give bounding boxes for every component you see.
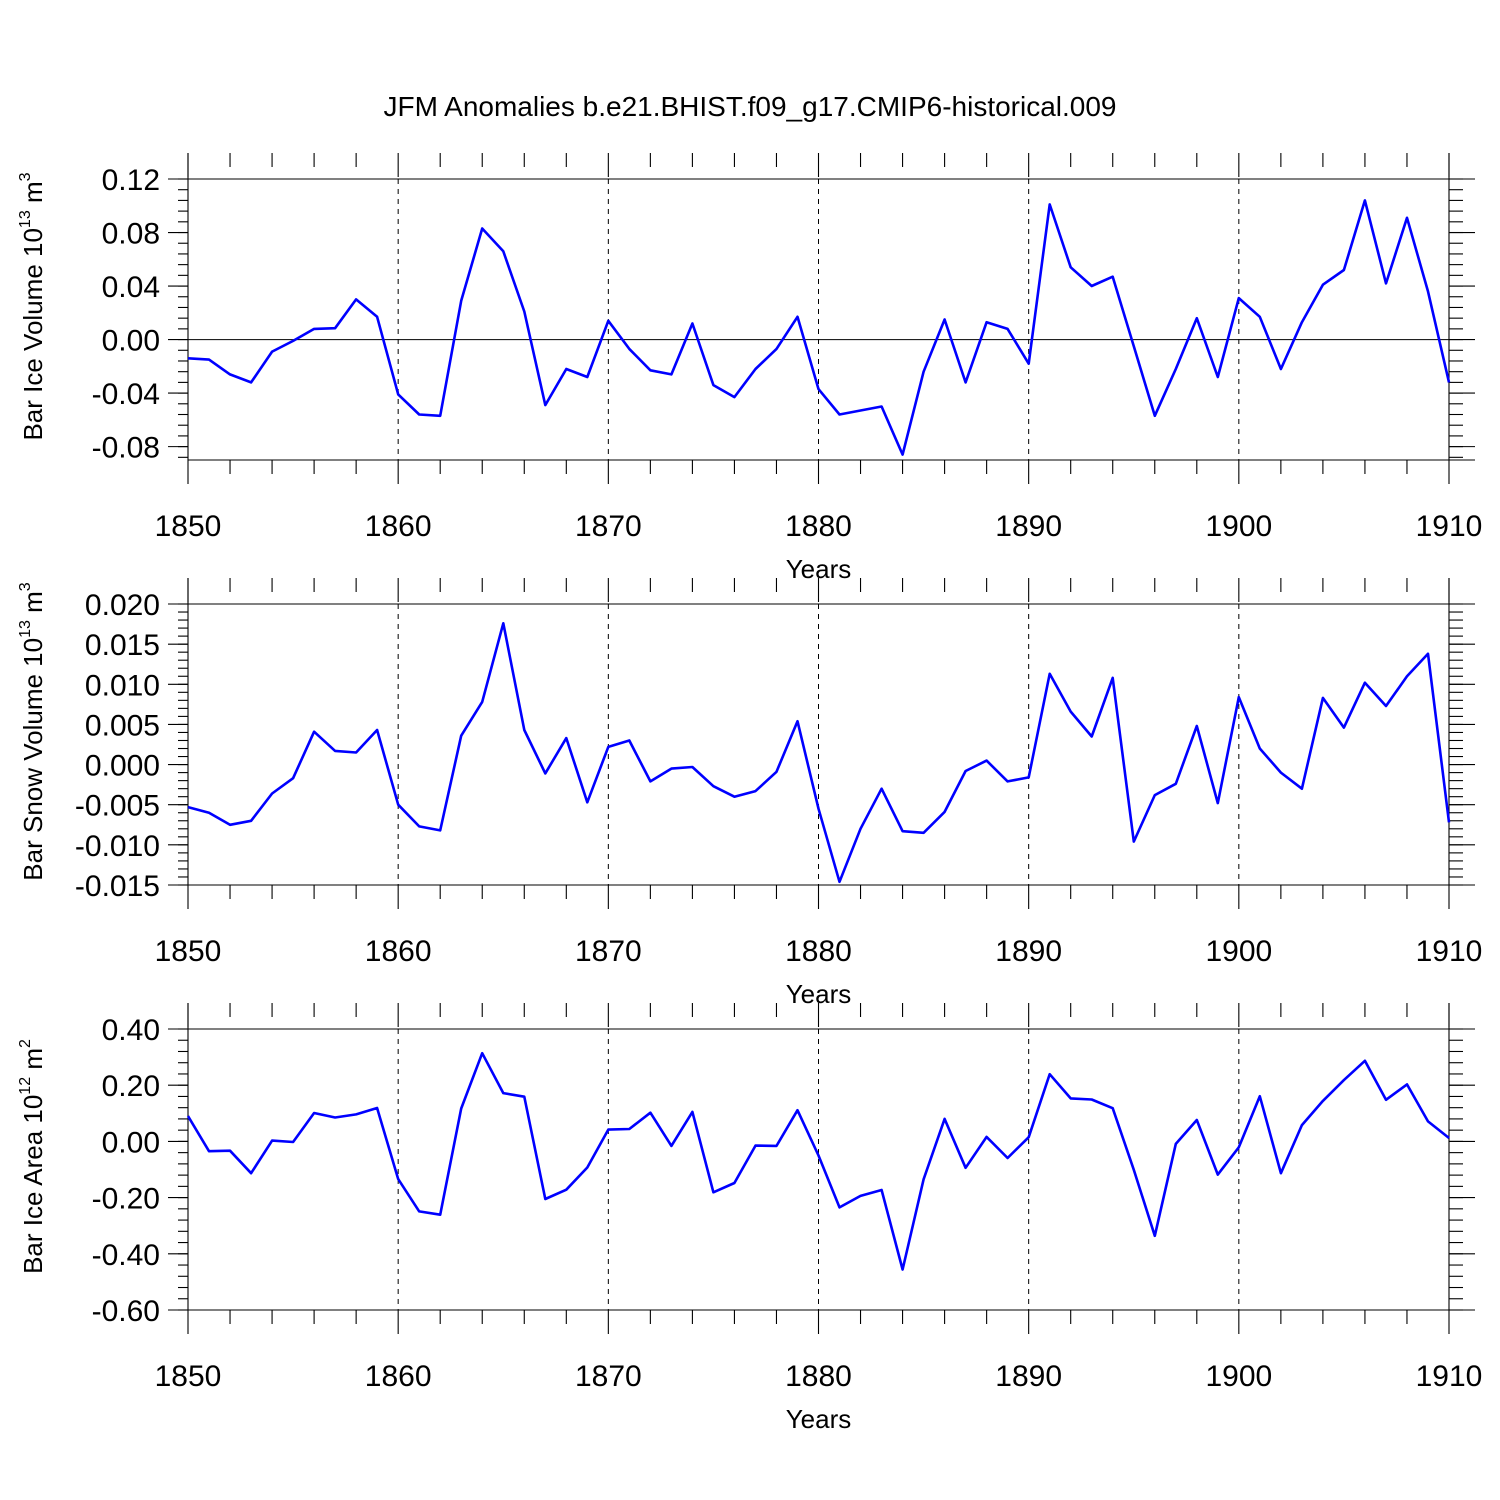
x-tick-label: 1910 bbox=[1416, 935, 1483, 968]
y-tick-label: -0.010 bbox=[75, 830, 160, 863]
x-axis-label: Years bbox=[786, 1404, 852, 1434]
y-tick-label: -0.08 bbox=[92, 432, 160, 465]
series-line bbox=[187, 199, 1451, 456]
x-tick-label: 1870 bbox=[575, 1360, 642, 1393]
x-tick-label: 1880 bbox=[785, 1360, 852, 1393]
y-tick-label: -0.015 bbox=[75, 870, 160, 903]
x-tick-label: 1860 bbox=[365, 935, 432, 968]
x-tick-label: 1860 bbox=[365, 510, 432, 543]
y-tick-label: -0.40 bbox=[92, 1239, 160, 1272]
y-tick-label: -0.005 bbox=[75, 790, 160, 823]
x-tick-label: 1850 bbox=[155, 510, 222, 543]
y-axis-label: Bar Ice Volume 1013 m3 bbox=[17, 172, 48, 440]
y-tick-label: 0.010 bbox=[85, 669, 160, 702]
x-tick-label: 1900 bbox=[1205, 510, 1272, 543]
panel-ice-area: -0.60 -0.40 -0.20 0.00 0.20 0.40 1850 1860 1870 1… bbox=[17, 1003, 1482, 1434]
y-tick-label: -0.04 bbox=[92, 378, 160, 411]
y-axis-label: Bar Ice Area 1012 m2 bbox=[17, 1039, 48, 1274]
y-tick-label: 0.015 bbox=[85, 629, 160, 662]
y-tick-label: -0.60 bbox=[92, 1295, 160, 1328]
x-tick-label: 1900 bbox=[1205, 935, 1272, 968]
x-tick-label: 1890 bbox=[995, 935, 1062, 968]
y-tick-label: 0.020 bbox=[85, 589, 160, 622]
x-tick-label: 1850 bbox=[155, 1360, 222, 1393]
x-tick-label: 1880 bbox=[785, 510, 852, 543]
x-tick-label: 1870 bbox=[575, 935, 642, 968]
y-tick-label: 0.20 bbox=[102, 1070, 160, 1103]
x-tick-label: 1900 bbox=[1205, 1360, 1272, 1393]
y-tick-label: 0.40 bbox=[102, 1014, 160, 1047]
x-tick-label: 1870 bbox=[575, 510, 642, 543]
panel-ice-volume: -0.08 -0.04 0.00 0.04 0.08 0.12 1850 1860 1870 18… bbox=[17, 153, 1482, 584]
y-tick-label: 0.12 bbox=[102, 164, 160, 197]
y-tick-label: 0.000 bbox=[85, 750, 160, 783]
series-line bbox=[187, 621, 1451, 884]
y-tick-label: -0.20 bbox=[92, 1183, 160, 1216]
y-tick-label: 0.00 bbox=[102, 1126, 160, 1159]
y-axis-label: Bar Snow Volume 1013 m3 bbox=[17, 582, 48, 881]
x-tick-label: 1860 bbox=[365, 1360, 432, 1393]
x-tick-label: 1890 bbox=[995, 510, 1062, 543]
y-tick-label: 0.00 bbox=[102, 325, 160, 358]
figure-title: JFM Anomalies b.e21.BHIST.f09_g17.CMIP6-… bbox=[383, 91, 1116, 122]
y-tick-label: 0.08 bbox=[102, 218, 160, 251]
y-tick-label: 0.04 bbox=[102, 271, 160, 304]
y-tick-label: 0.005 bbox=[85, 709, 160, 742]
x-tick-label: 1880 bbox=[785, 935, 852, 968]
x-tick-label: 1890 bbox=[995, 1360, 1062, 1393]
x-tick-label: 1910 bbox=[1416, 510, 1483, 543]
x-tick-label: 1910 bbox=[1416, 1360, 1483, 1393]
series-line bbox=[186, 1051, 1450, 1271]
x-tick-label: 1850 bbox=[155, 935, 222, 968]
panel-snow-volume: -0.015 -0.010 -0.005 0.000 0.005 0.010 0.015 0.… bbox=[17, 578, 1482, 1009]
